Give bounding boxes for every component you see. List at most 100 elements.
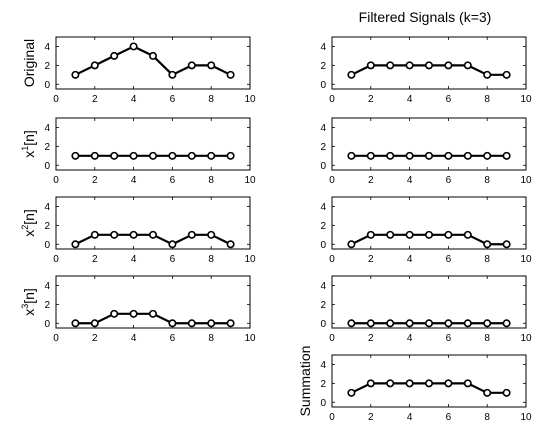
y-label-base: x: [21, 230, 37, 237]
x-tick-label: 4: [407, 254, 413, 265]
data-point: [463, 379, 472, 388]
x-tick-label: 2: [368, 254, 374, 265]
data-point: [405, 379, 414, 388]
data-point: [502, 240, 511, 249]
y-tick-label: 4: [44, 123, 50, 134]
x-tick-label: 4: [131, 94, 137, 105]
y-label-suffix: [n]: [21, 130, 37, 146]
data-point: [71, 240, 80, 249]
x-tick-label: 10: [520, 175, 532, 186]
data-point: [483, 240, 492, 249]
data-point: [483, 388, 492, 397]
x-tick-label: 6: [446, 94, 452, 105]
y-label-suffix: [n]: [21, 209, 37, 225]
data-point: [71, 70, 80, 79]
data-point: [424, 151, 433, 160]
axes-box: [331, 275, 527, 329]
x-tick-label: 0: [329, 94, 335, 105]
y-tick-label: 0: [44, 80, 50, 91]
data-point: [386, 230, 395, 239]
x-tick-label: 6: [170, 94, 176, 105]
y-tick-label: 4: [44, 202, 50, 213]
data-point: [502, 319, 511, 328]
data-point: [444, 319, 453, 328]
data-point: [366, 379, 375, 388]
x-tick-label: 8: [208, 333, 214, 344]
right-column-title: Filtered Signals (k=3): [359, 9, 492, 25]
data-point: [129, 42, 138, 51]
x-tick-label: 6: [446, 175, 452, 186]
data-point: [149, 151, 158, 160]
data-point: [463, 61, 472, 70]
series-line: [74, 45, 232, 76]
data-point: [207, 61, 216, 70]
x-tick-label: 2: [368, 412, 374, 423]
y-axis-label: x2[n]: [20, 209, 37, 237]
x-tick-label: 6: [170, 254, 176, 265]
y-tick-label: 0: [320, 240, 326, 251]
data-point: [405, 61, 414, 70]
data-point: [90, 319, 99, 328]
data-point: [110, 309, 119, 318]
data-point: [424, 319, 433, 328]
x-tick-label: 2: [92, 175, 98, 186]
x-tick-label: 4: [407, 94, 413, 105]
data-point: [366, 61, 375, 70]
y-tick-label: 4: [44, 42, 50, 53]
y-label-superscript: 1: [20, 146, 30, 151]
data-point: [149, 309, 158, 318]
x-tick-label: 4: [407, 175, 413, 186]
x-tick-label: 8: [484, 175, 490, 186]
data-point: [347, 240, 356, 249]
data-point: [502, 70, 511, 79]
panel-right-5: 0 2 4 6 8 10 0 2 4 Summation: [297, 346, 532, 423]
x-tick-label: 2: [368, 175, 374, 186]
data-point: [149, 51, 158, 60]
y-tick-label: 4: [320, 123, 326, 134]
data-point: [424, 61, 433, 70]
y-label-base: Original: [21, 39, 37, 87]
data-point: [90, 230, 99, 239]
x-tick-label: 10: [244, 94, 256, 105]
data-point: [347, 151, 356, 160]
x-tick-label: 10: [244, 175, 256, 186]
x-tick-label: 4: [131, 175, 137, 186]
data-point: [444, 230, 453, 239]
data-point: [226, 240, 235, 249]
data-point: [207, 319, 216, 328]
x-tick-label: 4: [131, 254, 137, 265]
y-axis-label: Original: [21, 39, 37, 87]
axes-box: [55, 196, 251, 250]
data-point: [463, 151, 472, 160]
x-tick-label: 4: [131, 333, 137, 344]
y-axis-label: x3[n]: [20, 288, 37, 316]
data-point: [405, 151, 414, 160]
y-tick-label: 4: [320, 42, 326, 53]
x-tick-label: 10: [244, 333, 256, 344]
panel-right-2: 0 2 4 6 8 10 0 2 4: [320, 117, 532, 186]
data-point: [463, 319, 472, 328]
data-point: [444, 379, 453, 388]
data-point: [463, 230, 472, 239]
y-tick-label: 2: [320, 379, 326, 390]
y-label-superscript: 2: [20, 225, 30, 230]
x-tick-label: 2: [92, 254, 98, 265]
data-point: [168, 240, 177, 249]
data-point: [424, 230, 433, 239]
panel-right-3: 0 2 4 6 8 10 0 2 4: [320, 196, 532, 265]
axes-box: [331, 117, 527, 171]
data-point: [386, 379, 395, 388]
data-point: [405, 230, 414, 239]
x-tick-label: 2: [92, 333, 98, 344]
x-tick-label: 0: [53, 175, 59, 186]
x-tick-label: 10: [520, 94, 532, 105]
y-label-suffix: [n]: [21, 288, 37, 304]
y-tick-label: 0: [320, 80, 326, 91]
y-tick-label: 0: [320, 319, 326, 330]
data-point: [110, 51, 119, 60]
x-tick-label: 10: [520, 333, 532, 344]
data-point: [90, 151, 99, 160]
y-tick-label: 0: [44, 319, 50, 330]
data-point: [386, 61, 395, 70]
